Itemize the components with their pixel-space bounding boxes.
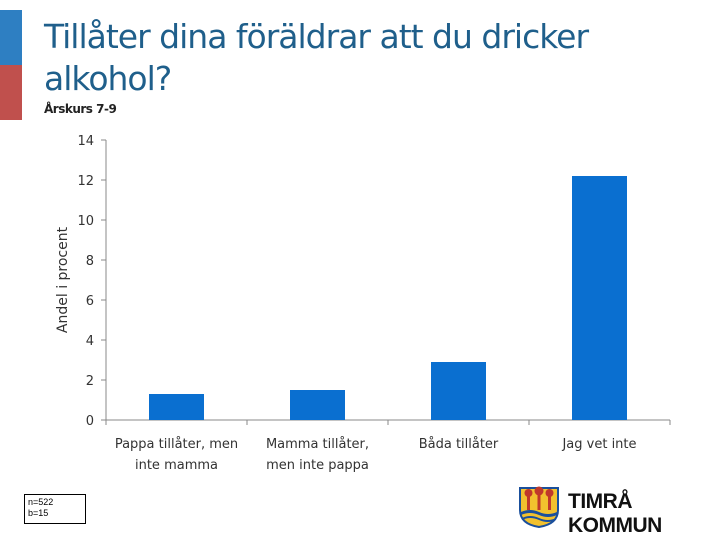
x-category-label: men inte pappa: [266, 458, 369, 473]
y-tick-label: 12: [77, 174, 94, 189]
logo-text: TIMRÅ KOMMUN: [568, 490, 662, 537]
note-line-1: n=522: [28, 497, 54, 507]
bar: [431, 362, 486, 420]
accent-bar-bottom: [0, 65, 22, 120]
bar: [572, 176, 627, 420]
y-tick-label: 0: [86, 414, 94, 429]
title-line-2: alkohol?: [44, 59, 172, 98]
title-line-1: Tillåter dina föräldrar att du dricker: [44, 17, 589, 56]
y-tick-label: 6: [86, 294, 94, 309]
y-tick-label: 2: [86, 374, 94, 389]
y-tick-label: 8: [86, 254, 94, 269]
x-category-label: Båda tillåter: [419, 437, 499, 452]
page-subtitle: Årskurs 7-9: [44, 102, 117, 116]
x-category-label: inte mamma: [135, 458, 218, 473]
x-category-label: Jag vet inte: [561, 437, 636, 452]
note-line-2: b=15: [28, 508, 49, 518]
page-title: Tillåter dina föräldrar att du dricker a…: [44, 16, 644, 100]
y-tick-label: 10: [77, 214, 94, 229]
accent-bar-top: [0, 10, 22, 65]
x-category-label: Mamma tillåter,: [266, 437, 369, 452]
y-tick-label: 14: [77, 134, 94, 149]
x-category-label: Pappa tillåter, men: [115, 437, 238, 452]
sample-size-note: n=522 b=15: [24, 494, 86, 524]
bar: [290, 390, 345, 420]
accent-bar: [0, 10, 22, 120]
y-tick-label: 4: [86, 334, 94, 349]
timra-crest-icon: [519, 486, 559, 528]
bar: [149, 394, 204, 420]
